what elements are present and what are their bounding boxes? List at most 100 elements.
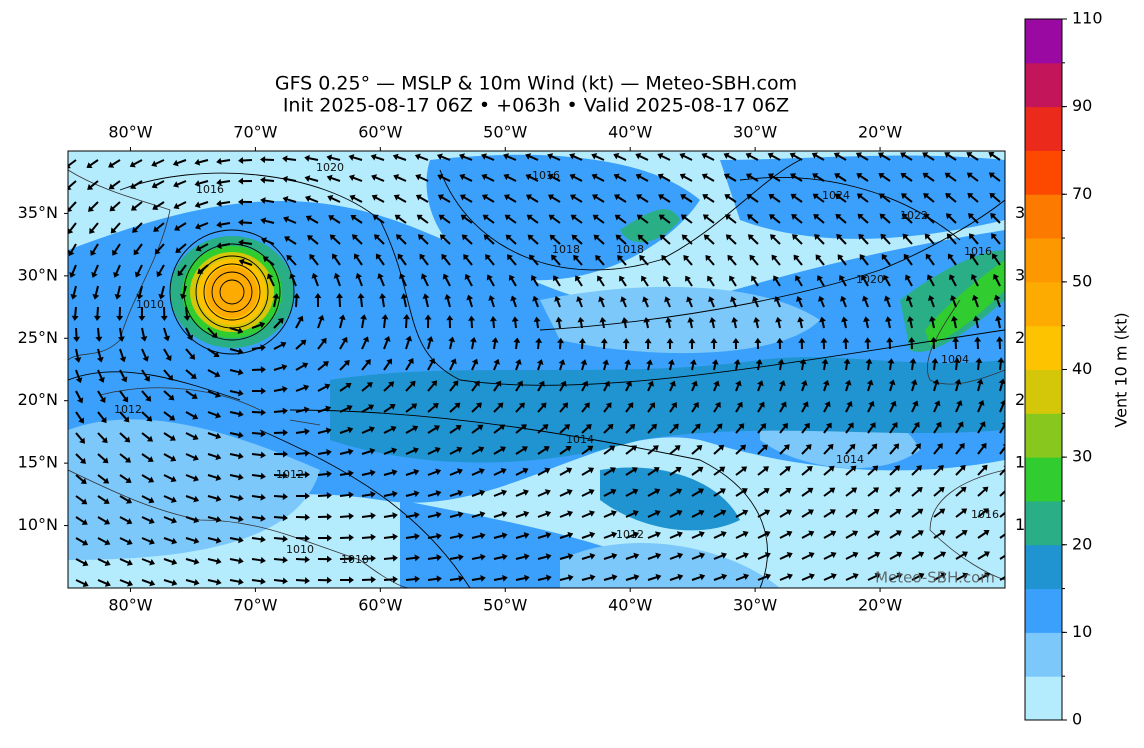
wind-arrow bbox=[795, 275, 803, 287]
wind-arrow bbox=[119, 432, 131, 443]
wind-arrow bbox=[295, 339, 307, 350]
wind-arrow bbox=[503, 173, 517, 182]
wind-arrow bbox=[669, 573, 684, 581]
wind-arrow bbox=[624, 359, 631, 371]
wind-arrow bbox=[801, 509, 814, 518]
wind-arrow bbox=[405, 468, 420, 476]
wind-arrow bbox=[133, 243, 143, 256]
wind-arrow bbox=[768, 193, 781, 203]
wind-arrow bbox=[603, 510, 617, 518]
wind-arrow bbox=[459, 153, 473, 161]
wind-arrow bbox=[339, 359, 350, 371]
wind-arrow bbox=[383, 404, 396, 413]
wind-arrow bbox=[140, 327, 148, 342]
wind-arrow bbox=[261, 237, 275, 245]
wind-arrow bbox=[238, 258, 253, 266]
wind-arrow bbox=[293, 293, 301, 308]
wind-arrow bbox=[598, 296, 605, 308]
wind-arrow bbox=[183, 306, 191, 321]
wind-arrow bbox=[424, 314, 432, 329]
wind-arrow bbox=[216, 242, 231, 250]
wind-arrow bbox=[993, 294, 1001, 308]
wind-arrow bbox=[471, 358, 479, 371]
wind-arrow bbox=[393, 174, 407, 182]
wind-arrow bbox=[689, 359, 697, 371]
wind-arrow bbox=[911, 400, 919, 413]
lon-label: 80°W bbox=[108, 123, 152, 142]
wind-arrow bbox=[845, 401, 853, 413]
wind-arrow bbox=[427, 511, 442, 519]
wind-arrow bbox=[746, 194, 759, 203]
lon-label: 70°W bbox=[233, 123, 277, 142]
wind-arrow bbox=[116, 306, 124, 321]
wind-arrow bbox=[71, 306, 79, 321]
wind-arrow bbox=[141, 369, 150, 382]
wind-arrow bbox=[955, 400, 963, 413]
wind-arrow bbox=[119, 453, 132, 463]
wind-arrow bbox=[317, 337, 327, 350]
isobar-label: 1018 bbox=[552, 243, 580, 256]
wind-arrow bbox=[547, 173, 561, 182]
wind-arrow bbox=[119, 411, 130, 423]
wind-arrow bbox=[282, 155, 297, 163]
wind-arrow bbox=[839, 274, 847, 287]
wind-arrow bbox=[471, 511, 486, 518]
wind-arrow bbox=[970, 253, 979, 266]
isobar-label: 1024 bbox=[822, 189, 850, 202]
wind-arrow bbox=[405, 335, 413, 350]
wind-arrow bbox=[646, 359, 653, 371]
wind-arrow bbox=[282, 196, 297, 203]
wind-arrow bbox=[238, 156, 253, 164]
wind-arrow bbox=[600, 338, 608, 350]
wind-arrow bbox=[955, 486, 967, 497]
wind-arrow bbox=[859, 254, 869, 266]
wind-arrow bbox=[818, 295, 825, 308]
wind-arrow bbox=[864, 337, 872, 350]
wind-arrow bbox=[537, 380, 545, 392]
wind-arrow bbox=[163, 327, 171, 342]
wind-arrow bbox=[96, 348, 104, 363]
wind-arrow bbox=[843, 358, 851, 371]
wind-arrow bbox=[570, 194, 583, 203]
wind-arrow bbox=[108, 180, 121, 190]
wind-arrow bbox=[112, 243, 121, 256]
wind-arrow bbox=[926, 274, 935, 287]
wind-arrow bbox=[999, 529, 1005, 539]
wind-arrow bbox=[581, 510, 595, 518]
wind-arrow bbox=[933, 530, 946, 539]
wind-arrow bbox=[97, 390, 106, 404]
wind-arrow bbox=[427, 575, 442, 583]
wind-arrow bbox=[229, 578, 244, 586]
lon-label: 40°W bbox=[608, 123, 652, 142]
wind-arrow bbox=[383, 447, 398, 455]
wind-arrow bbox=[637, 234, 649, 245]
wind-arrow bbox=[163, 516, 177, 524]
colorbar-segment bbox=[1025, 19, 1062, 64]
lon-label: 40°W bbox=[608, 596, 652, 615]
wind-arrow bbox=[535, 337, 543, 350]
wind-arrow bbox=[471, 446, 485, 455]
wind-arrow bbox=[705, 254, 715, 266]
wind-arrow bbox=[970, 274, 979, 287]
wind-arrow bbox=[156, 264, 165, 278]
wind-arrow bbox=[591, 153, 605, 161]
wind-arrow bbox=[381, 314, 389, 329]
wind-arrow bbox=[119, 495, 133, 504]
wind-arrow bbox=[110, 222, 121, 234]
wind-arrow bbox=[403, 314, 411, 329]
wind-arrow bbox=[642, 296, 649, 308]
wind-arrow bbox=[666, 338, 674, 350]
wind-arrow bbox=[922, 152, 935, 161]
wind-arrow bbox=[185, 390, 198, 399]
wind-arrow bbox=[845, 487, 858, 497]
wind-arrow bbox=[822, 379, 830, 392]
wind-arrow bbox=[866, 379, 874, 392]
wind-arrow bbox=[537, 531, 552, 539]
wind-arrow bbox=[295, 362, 309, 371]
wind-arrow bbox=[779, 444, 790, 455]
wind-arrow bbox=[554, 295, 561, 308]
wind-arrow bbox=[537, 553, 552, 561]
colorbar-segment bbox=[1025, 194, 1062, 239]
wind-arrow bbox=[515, 359, 522, 371]
wind-arrow bbox=[383, 469, 398, 476]
